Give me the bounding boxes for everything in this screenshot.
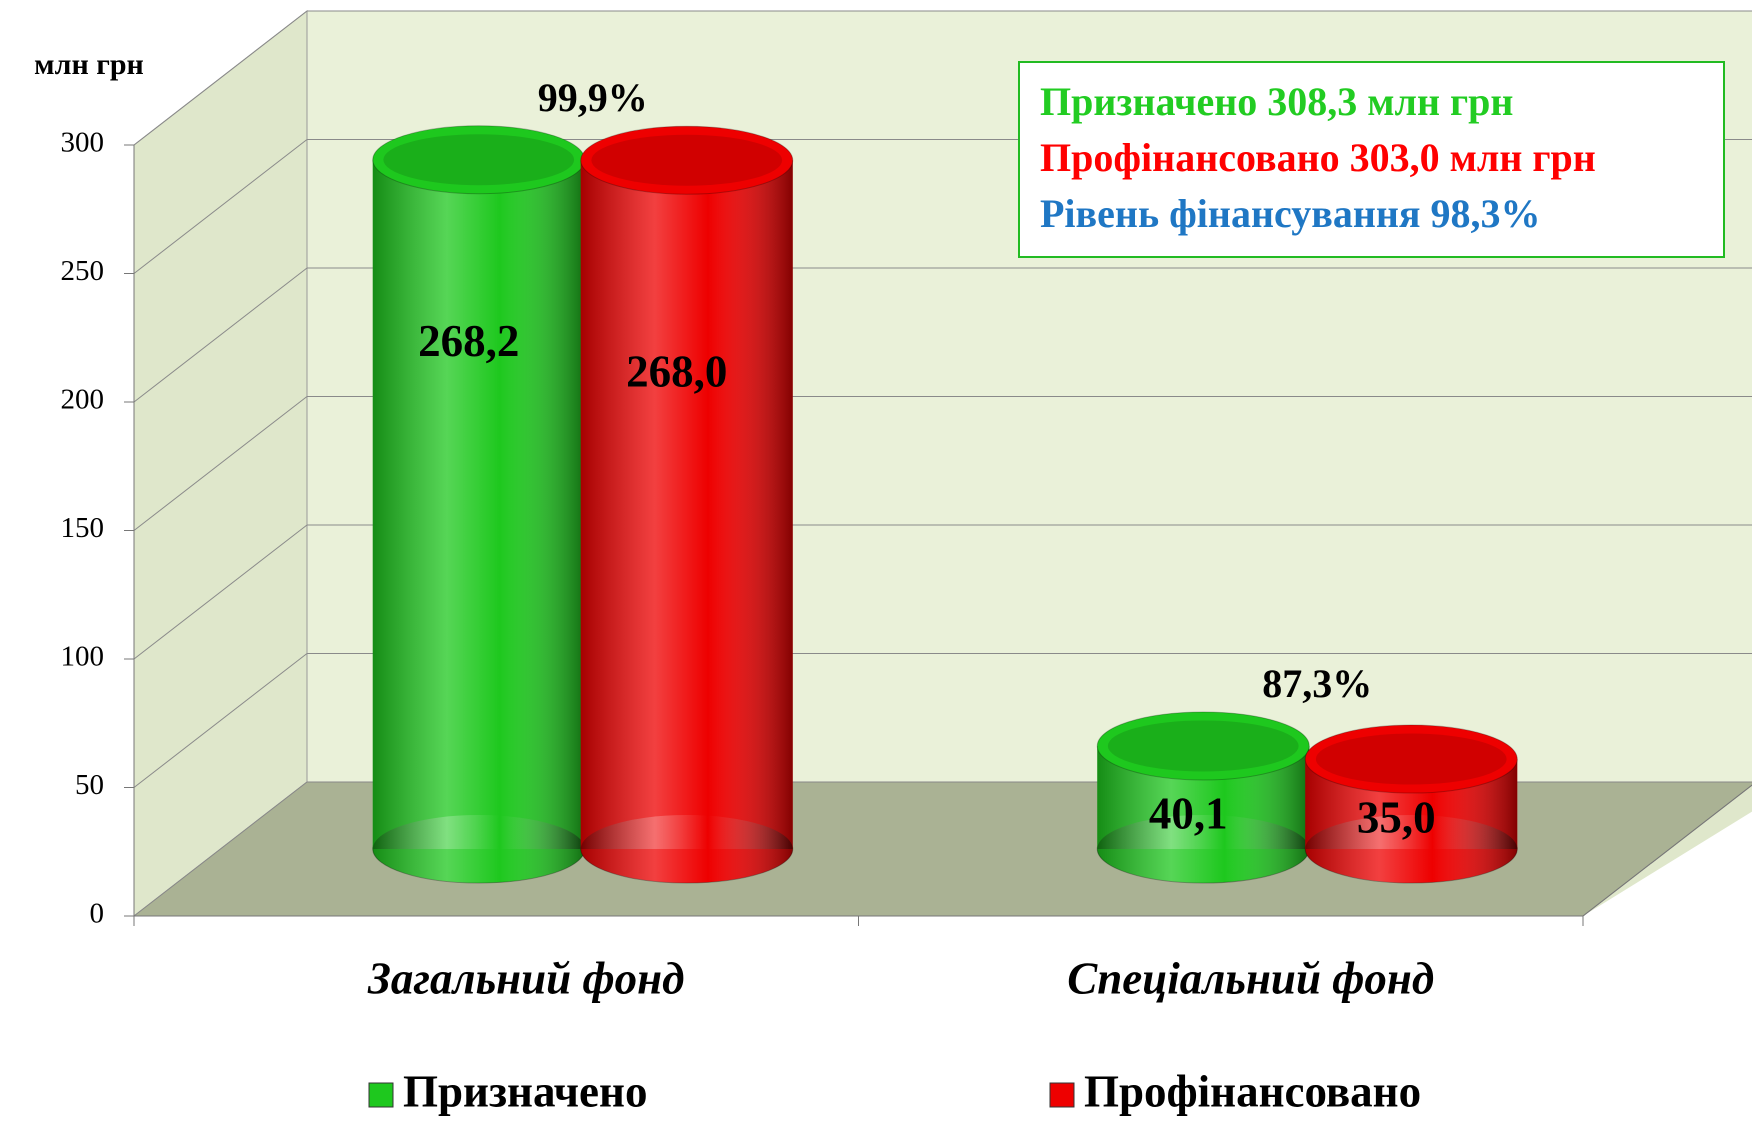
data-label: 268,0 — [626, 347, 727, 397]
cylinder-top — [1304, 724, 1518, 794]
legend-marker — [368, 1082, 394, 1108]
grid-line — [133, 653, 308, 788]
grid-line — [133, 10, 308, 146]
y-axis-label: млн грн — [34, 48, 144, 81]
legend-marker — [1049, 1082, 1075, 1108]
cylinder-base-shade — [1305, 815, 1518, 883]
data-label: 40,1 — [1149, 788, 1228, 838]
y-tick-label: 150 — [61, 512, 105, 544]
x-tick-label: Спеціальний фонд — [1067, 953, 1434, 1003]
grid-line — [133, 524, 308, 660]
legend-label: Профінансовано — [1084, 1066, 1421, 1116]
cylinder-top-shade — [383, 134, 575, 186]
cylinder-base-shade — [372, 815, 585, 883]
x-axis-depth — [1582, 784, 1752, 917]
annotation: 99,9% — [538, 75, 648, 120]
info-box — [1018, 61, 1725, 258]
cylinder-top — [580, 125, 794, 195]
y-tick-label: 0 — [90, 898, 105, 930]
cylinder-base-shade — [580, 815, 793, 883]
cylinder-top-shade — [1315, 733, 1507, 785]
legend-label: Призначено — [403, 1066, 647, 1116]
y-tick-label: 50 — [75, 769, 104, 801]
info-line: Рівень фінансування 98,3% — [1040, 191, 1541, 236]
cylinder-top-shade — [1107, 720, 1299, 772]
annotation: 87,3% — [1262, 661, 1372, 706]
info-line: Профінансовано 303,0 млн грн — [1040, 135, 1596, 180]
y-tick-label: 250 — [61, 255, 105, 287]
grid-line — [133, 396, 308, 531]
y-tick-label: 300 — [61, 127, 105, 159]
info-line: Призначено 308,3 млн грн — [1040, 79, 1513, 124]
data-label: 268,2 — [418, 316, 519, 366]
y-tick-label: 100 — [61, 641, 105, 673]
cylinder-base-shade — [1097, 815, 1310, 883]
grid-line — [133, 139, 308, 274]
cylinder-top — [1096, 711, 1310, 781]
data-label: 35,0 — [1357, 792, 1436, 842]
y-tick-label: 200 — [61, 384, 105, 416]
cylinder-top-shade — [591, 134, 783, 186]
cylinder-shade — [580, 160, 793, 850]
x-tick-label: Загальний фонд — [367, 953, 684, 1003]
grid-line — [133, 267, 308, 403]
cylinder-shade — [372, 159, 585, 849]
